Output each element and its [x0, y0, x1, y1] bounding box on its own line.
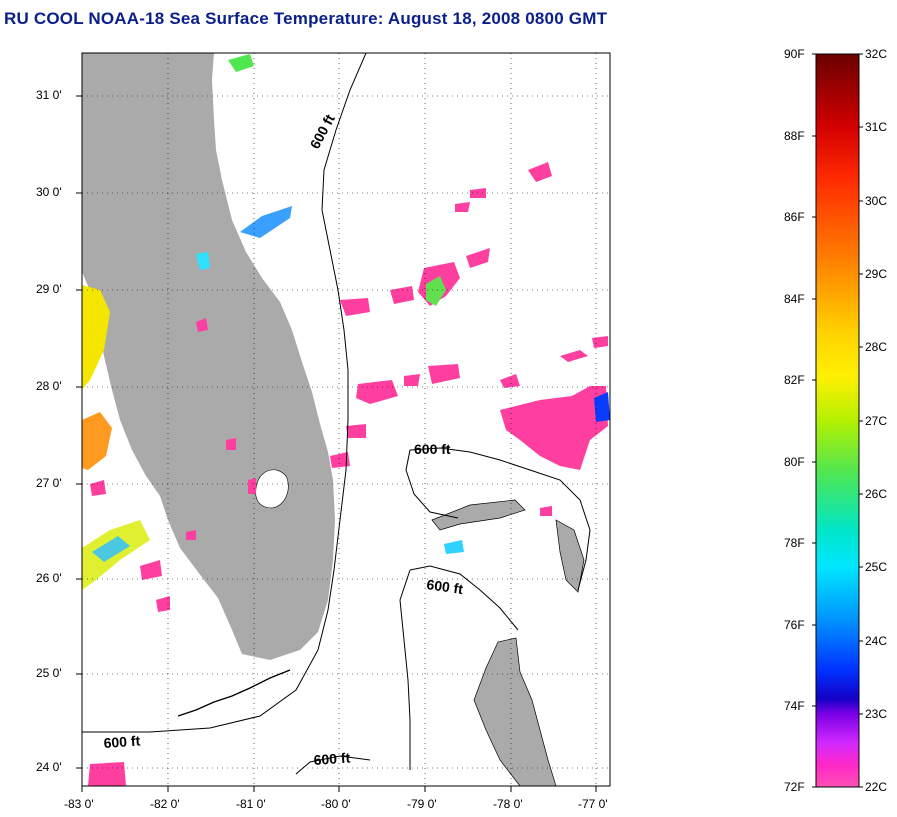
florida-coast-patch-1: [240, 206, 292, 238]
florida-coast-patch-2: [196, 252, 210, 270]
lon-label-78: -78 0': [493, 797, 523, 811]
lat-label-29: 29 0': [36, 282, 62, 296]
sst-patch-green: [426, 276, 446, 306]
graticule-lon: [167, 53, 597, 786]
gulf-cluster-cyan: [92, 536, 130, 562]
contour-label-3: 600 ft: [426, 576, 465, 597]
cb-c-29: 29C: [865, 267, 888, 281]
cb-c-23: 23C: [865, 707, 888, 721]
lake-okeechobee: [255, 469, 289, 509]
cb-f-82: 82F: [784, 373, 805, 387]
cb-f-84: 84F: [784, 292, 805, 306]
lon-label-81: -81 0': [236, 797, 266, 811]
cb-f-76: 76F: [784, 618, 805, 632]
lon-label-79: -79 0': [407, 797, 437, 811]
little-bahama-bank: [431, 499, 526, 531]
cb-c-25: 25C: [865, 560, 888, 574]
map-title: RU COOL NOAA-18 Sea Surface Temperature:…: [4, 9, 608, 28]
sst-patch-bahama: [444, 540, 464, 554]
cb-c-32: 32C: [865, 47, 888, 61]
gulf-cluster-green: [82, 520, 150, 590]
lat-label-30: 30 0': [36, 185, 62, 199]
cb-c-30: 30C: [865, 194, 888, 208]
lat-label-28: 28 0': [36, 379, 62, 393]
contour-label-2: 600 ft: [414, 441, 451, 457]
lat-label-25: 25 0': [36, 666, 62, 680]
lon-label-83: -83 0': [64, 797, 94, 811]
contour-label-4: 600 ft: [103, 732, 141, 751]
map-border: [81, 52, 611, 787]
cb-c-24: 24C: [865, 634, 888, 648]
colorbar: [815, 53, 860, 788]
lat-label-24: 24 0': [36, 760, 62, 774]
cb-f-80: 80F: [784, 455, 805, 469]
lat-label-26: 26 0': [36, 571, 62, 585]
lon-label-77: -77 0': [578, 797, 608, 811]
cb-c-26: 26C: [865, 487, 888, 501]
lon-label-82: -82 0': [150, 797, 180, 811]
cb-c-22: 22C: [865, 780, 888, 794]
colorbar-ticks: [812, 53, 863, 788]
cb-c-27: 27C: [865, 414, 888, 428]
lat-label-27: 27 0': [36, 476, 62, 490]
cb-c-31: 31C: [865, 120, 888, 134]
axis-ticks: [76, 95, 597, 792]
andros-island: [473, 637, 557, 786]
cb-f-86: 86F: [784, 210, 805, 224]
florida-keys: [177, 669, 291, 717]
cb-f-88: 88F: [784, 129, 805, 143]
cb-f-74: 74F: [784, 699, 805, 713]
cb-f-72: 72F: [784, 780, 805, 794]
gulf-coast-orange: [82, 412, 112, 470]
gulf-coast-yellow: [82, 285, 110, 390]
cb-f-90: 90F: [784, 47, 805, 61]
cb-f-78: 78F: [784, 536, 805, 550]
contour-labels: 600 ft 600 ft 600 ft 600 ft 600 ft: [103, 111, 464, 768]
graticule-lat: [82, 95, 610, 769]
contour-label-5: 600 ft: [313, 749, 351, 768]
sst-patch-blue: [594, 392, 610, 422]
lat-label-31: 31 0': [36, 88, 62, 102]
cb-c-28: 28C: [865, 340, 888, 354]
isobath-600ft: [82, 53, 591, 775]
lon-label-80: -80 0': [321, 797, 351, 811]
gulf-cluster-top: [228, 54, 254, 72]
abaco-island: [555, 519, 585, 593]
